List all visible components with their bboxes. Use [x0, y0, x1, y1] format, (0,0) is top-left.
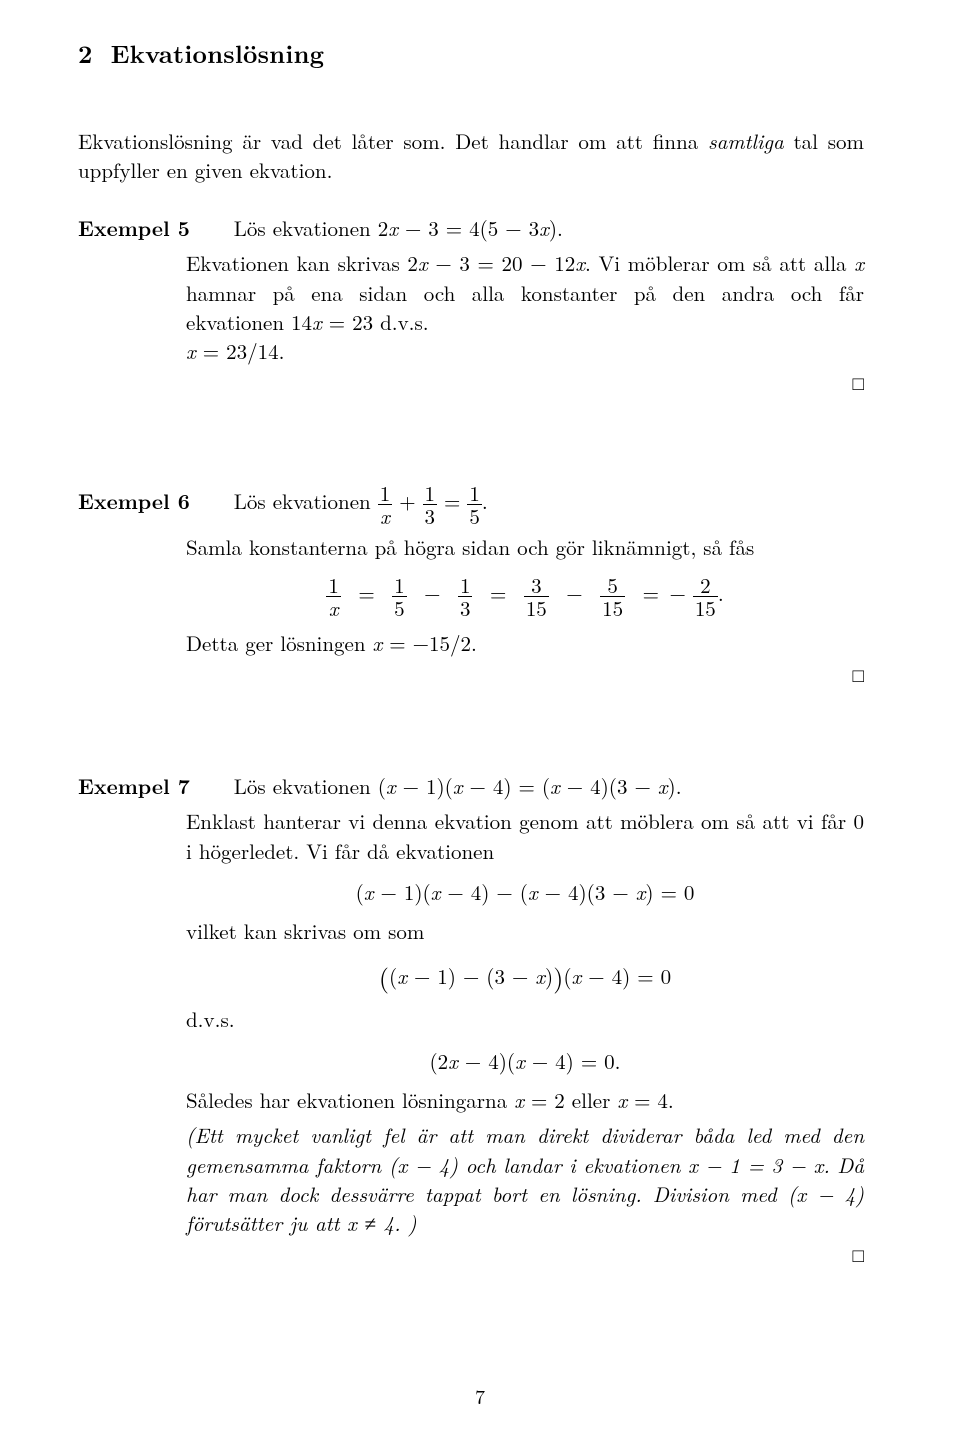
ex5-body-d: d.v.s. [373, 307, 429, 337]
example-5-body: Ekvationen kan skrivas 2x − 3 = 20 − 12x… [186, 249, 864, 367]
example-5-prompt: Exempel 5 Lös ekvationen 2x − 3 = 4(5 − 3… [78, 214, 864, 243]
ex5-body-b: Vi möblerar om så att alla [591, 248, 854, 278]
ex7-p1: Enklast hanterar vi denna ekvation genom… [186, 807, 864, 866]
example-7-text: Lös ekvationen [234, 771, 378, 801]
example-7-label: Exempel 7 [78, 771, 190, 801]
ex7-note-c: och landar i ekvationen [458, 1150, 688, 1180]
ex7-p4-eq1: x = 2 [514, 1085, 565, 1115]
ex7-note-f: (x − 4) [788, 1179, 864, 1209]
ex7-disp1: (x − 1)(x − 4) − (x − 4)(3 − x) = 0 [186, 878, 864, 907]
example-5-text: Lös ekvationen [234, 213, 378, 243]
example-6-body: Samla konstanterna på högra sidan och gö… [186, 533, 864, 659]
ex7-note-g: förutsätter ju att [186, 1208, 347, 1238]
ex7-note-i: ) [401, 1208, 417, 1238]
example-7-eq1: (x − 1)(x − 4) = (x − 4)(3 − x). [378, 771, 682, 801]
ex5-eq4: x = 23/14. [186, 336, 284, 366]
section-heading: 2 Ekvationslösning [78, 36, 864, 71]
example-5-body-p: Ekvationen kan skrivas 2x − 3 = 20 − 12x… [186, 249, 864, 367]
ex7-disp3: (2x − 4)(x − 4) = 0. [186, 1047, 864, 1076]
ex7-p4-c: eller [565, 1085, 618, 1115]
intro-text-a: Ekvationslösning är vad det låter som. D… [78, 126, 708, 156]
ex7-p4: Således har ekvationen lösningarna x = 2… [186, 1086, 864, 1115]
example-5-eq1: 2x − 3 = 4(5 − 3x). [378, 213, 563, 243]
example-6-eq: 1x + 13 = 15. [378, 486, 488, 516]
ex5-eq3: 14x = 23 [291, 307, 373, 337]
ex7-note-b: (x − 4) [389, 1150, 458, 1180]
ex7-p3: d.v.s. [186, 1005, 864, 1034]
qed-icon: □ [78, 665, 864, 684]
section-title: Ekvationslösning [111, 36, 325, 71]
example-6-text: Lös ekvationen [234, 486, 378, 516]
ex7-p4-eq2: x = 4. [617, 1085, 673, 1115]
ex7-note: (Ett mycket vanligt fel är att man direk… [186, 1121, 864, 1239]
ex7-note-d: x − 1 = 3 − x. [688, 1150, 830, 1180]
ex6-line3-eq: x = −15/2. [373, 628, 477, 658]
example-6-prompt: Exempel 6 Lös ekvationen 1x + 13 = 15. [78, 480, 864, 527]
example-7-prompt: Exempel 7 Lös ekvationen (x − 1)(x − 4) =… [78, 772, 864, 801]
ex6-line3-a: Detta ger lösningen [186, 628, 373, 658]
ex5-body-c: hamnar på ena sidan och alla konstanter … [186, 278, 864, 337]
example-5-label: Exempel 5 [78, 213, 190, 243]
page-number: 7 [0, 1382, 960, 1410]
ex7-disp2: ((x − 1) − (3 − x))(x − 4) = 0 [186, 959, 864, 995]
ex5-body-a: Ekvationen kan skrivas [186, 248, 407, 278]
ex7-note-h: x ≠ 4. [347, 1208, 401, 1238]
intro-paragraph: Ekvationslösning är vad det låter som. D… [78, 127, 864, 186]
qed-icon: □ [78, 373, 864, 392]
qed-icon: □ [78, 1245, 864, 1264]
example-7-body: Enklast hanterar vi denna ekvation genom… [186, 807, 864, 1239]
ex7-p4-a: Således har ekvationen lösningarna [186, 1085, 514, 1115]
intro-emph: samtliga [708, 126, 784, 156]
example-6-label: Exempel 6 [78, 486, 190, 516]
ex5-x: x [854, 248, 864, 278]
ex7-p2: vilket kan skrivas om som [186, 917, 864, 946]
ex6-line3: Detta ger lösningen x = −15/2. [186, 629, 864, 658]
ex6-line2: Samla konstanterna på högra sidan och gö… [186, 533, 864, 562]
ex5-eq2: 2x − 3 = 20 − 12x. [407, 248, 590, 278]
ex6-display-math: 1x = 15 − 13 = 315 − 515 = − 215. [186, 574, 864, 619]
section-number: 2 [78, 36, 93, 71]
